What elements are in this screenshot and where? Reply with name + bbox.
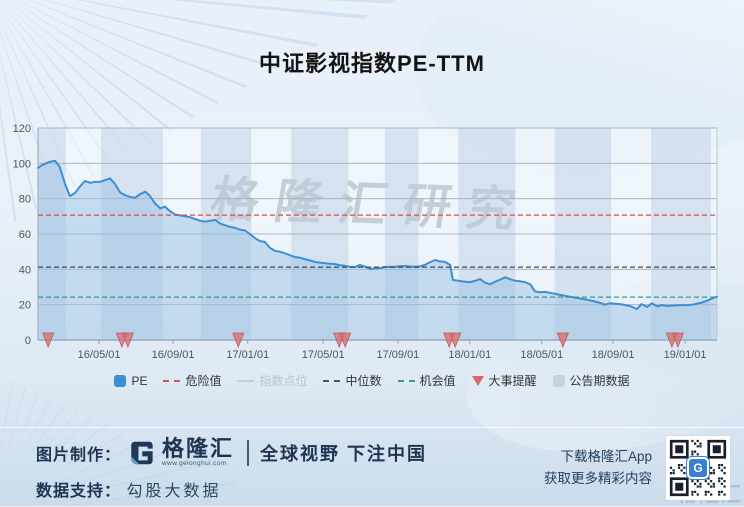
app-promo-line1: 下载格隆汇App xyxy=(560,449,652,464)
legend-item-大事提醒[interactable]: 大事提醒 xyxy=(471,372,537,389)
qr-code: G xyxy=(666,436,730,500)
svg-text:17/01/01: 17/01/01 xyxy=(226,349,269,361)
legend-item-公告期数据[interactable]: 公告期数据 xyxy=(552,372,630,389)
svg-text:40: 40 xyxy=(19,264,31,276)
gelonghui-g-logo-icon xyxy=(129,440,156,467)
brand-name: 格隆汇 xyxy=(162,436,235,462)
svg-text:16/09/01: 16/09/01 xyxy=(152,349,195,361)
legend-item-指数点位[interactable]: 指数点位 xyxy=(237,372,307,389)
qr-center-g-logo: G xyxy=(686,456,710,480)
legend-dash-marker-icon xyxy=(323,379,341,382)
svg-text:18/01/01: 18/01/01 xyxy=(448,349,491,361)
svg-text:80: 80 xyxy=(19,194,31,206)
legend-label: PE xyxy=(131,373,148,388)
svg-text:18/09/01: 18/09/01 xyxy=(592,349,635,361)
legend-item-PE[interactable]: PE xyxy=(114,374,147,388)
legend-label: 中位数 xyxy=(345,374,382,388)
svg-text:100: 100 xyxy=(13,158,31,170)
legend-item-机会值[interactable]: 机会值 xyxy=(397,372,456,389)
footer-divider xyxy=(247,440,250,466)
legend-label: 危险值 xyxy=(185,374,222,388)
legend-line-marker-icon xyxy=(237,379,255,382)
svg-text:0: 0 xyxy=(25,335,31,347)
footer: 图片制作： 格隆汇 www.gelonghui.com 全球视野 下注中国 数据… xyxy=(0,427,744,507)
app-promo-line2: 获取更多精彩内容 xyxy=(544,471,652,487)
footer-app-promo: 下载格隆汇App 获取更多精彩内容 格隆汇 G xyxy=(404,428,744,507)
svg-text:18/05/01: 18/05/01 xyxy=(520,349,563,361)
svg-text:20: 20 xyxy=(19,300,31,312)
svg-text:17/05/01: 17/05/01 xyxy=(302,349,345,361)
chart-legend: PE 危险值 指数点位 中位数 机会值 大事提醒 公告期数据 xyxy=(0,372,744,389)
legend-label: 公告期数据 xyxy=(569,374,630,388)
legend-item-危险值[interactable]: 危险值 xyxy=(163,372,221,389)
chart-title: 中证影视指数PE-TTM xyxy=(259,51,485,76)
legend-label: 指数点位 xyxy=(259,374,308,388)
svg-text:60: 60 xyxy=(19,229,31,241)
legend-dash-marker-icon xyxy=(397,379,415,382)
footer-credits: 图片制作： 格隆汇 www.gelonghui.com 全球视野 下注中国 数据… xyxy=(36,436,427,501)
data-support-label: 数据支持： xyxy=(36,483,122,500)
brand-slogan: 全球视野 下注中国 xyxy=(260,444,428,464)
legend-item-中位数[interactable]: 中位数 xyxy=(323,372,382,389)
legend-square-marker-icon xyxy=(552,374,565,387)
brand-url: www.gelonghui.com xyxy=(162,460,227,468)
svg-text:120: 120 xyxy=(13,123,31,135)
pe-ttm-chart-plot: 0 20 40 60 80 100 120 16/05/01 16/09/01 17/01/01 1… xyxy=(13,123,718,361)
svg-text:16/05/01: 16/05/01 xyxy=(78,349,121,361)
legend-label: 机会值 xyxy=(419,374,456,388)
legend-square-marker-icon xyxy=(114,374,127,387)
svg-text:17/09/01: 17/09/01 xyxy=(376,349,419,361)
data-support-value: 勾股大数据 xyxy=(126,483,222,500)
legend-dash-marker-icon xyxy=(163,379,181,382)
legend-label: 大事提醒 xyxy=(488,374,537,388)
pe-ttm-chart: 格隆汇研究 02040608010012016/05/0116/09/0117/… xyxy=(0,115,744,370)
made-by-label: 图片制作： xyxy=(36,447,122,464)
svg-text:19/01/01: 19/01/01 xyxy=(664,349,707,361)
legend-triangle-marker-icon xyxy=(471,375,484,386)
